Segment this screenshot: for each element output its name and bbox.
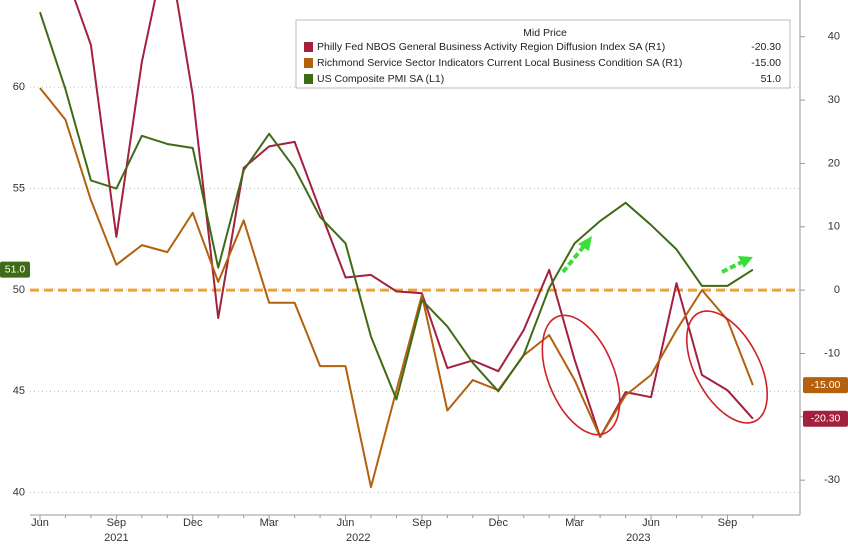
- y-tick-label: 60: [13, 81, 25, 93]
- x-group-label: 2022: [346, 532, 370, 544]
- trend-arrow-head: [578, 236, 592, 251]
- x-group-label: 2023: [626, 532, 650, 544]
- y2-tick-label: -10: [824, 347, 840, 359]
- y2-tick-label: 30: [828, 94, 840, 106]
- last-value-badge: [803, 377, 848, 394]
- highlight-ellipse: [541, 314, 621, 436]
- x-tick-label: Dec: [488, 517, 508, 529]
- x-tick-label: Sep: [718, 517, 738, 529]
- trend-arrow: [721, 260, 743, 274]
- last-value-label: -15.00: [811, 379, 841, 391]
- x-tick-label: Mar: [260, 517, 279, 529]
- y-tick-label: 40: [13, 487, 25, 499]
- x-tick-label: Mar: [565, 517, 584, 529]
- legend-swatch: [304, 42, 313, 52]
- y-tick-label: 55: [13, 182, 25, 194]
- y2-tick-label: 10: [828, 221, 840, 233]
- legend-title: Mid Price: [523, 27, 567, 39]
- x-group-label: 2021: [104, 532, 128, 544]
- series-line: [73, 0, 754, 439]
- legend-swatch: [304, 58, 313, 68]
- y2-tick-label: -30: [824, 474, 840, 486]
- y-tick-label: 50: [13, 284, 25, 296]
- legend-box: [295, 19, 791, 89]
- trend-arrow-head: [738, 256, 753, 268]
- legend-label: Philly Fed NBOS General Business Activit…: [317, 41, 665, 53]
- trend-arrow: [561, 244, 586, 274]
- legend: Mid Price Philly Fed NBOS General Busine…: [295, 19, 791, 89]
- x-tick-label: Jun: [642, 517, 660, 529]
- y2-tick-label: 20: [828, 157, 840, 169]
- legend-label: Richmond Service Sector Indicators Curre…: [317, 57, 682, 69]
- y2-tick-label: 0: [834, 284, 840, 296]
- highlight-ellipse: [685, 310, 769, 424]
- annotations: [541, 236, 769, 436]
- last-value-label: 51.0: [5, 263, 26, 275]
- plot-area: [30, 0, 800, 489]
- legend-label: US Composite PMI SA (L1): [317, 73, 444, 85]
- legend-value: -20.30: [751, 41, 781, 53]
- last-value-badge: [803, 410, 848, 427]
- legend-value: -15.00: [751, 57, 781, 69]
- x-tick-label: Dec: [183, 517, 203, 529]
- series-line: [39, 87, 754, 489]
- y-tick-label: 45: [13, 385, 25, 397]
- legend-swatch: [304, 74, 313, 84]
- last-value-badge: [0, 261, 30, 278]
- x-tick-label: Jun: [31, 517, 49, 529]
- x-tick-label: Sep: [107, 517, 127, 529]
- x-tick-label: Sep: [412, 517, 432, 529]
- y2-tick-label: 40: [828, 31, 840, 43]
- x-tick-label: Jun: [337, 517, 355, 529]
- series-line: [39, 11, 754, 401]
- last-value-label: -20.30: [811, 412, 841, 424]
- legend-value: 51.0: [761, 73, 782, 85]
